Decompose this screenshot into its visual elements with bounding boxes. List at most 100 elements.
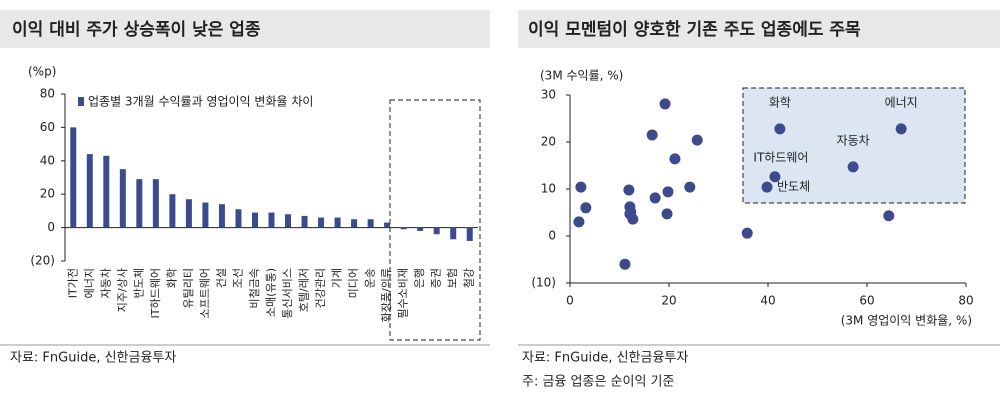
x-tick-label: 화학 <box>165 268 178 288</box>
bar <box>70 127 77 228</box>
point <box>649 192 661 204</box>
bar <box>334 217 341 228</box>
x-tick-label: 유틸리티 <box>182 268 195 308</box>
title-bar <box>518 10 1000 48</box>
point <box>580 202 592 214</box>
bar <box>169 194 176 228</box>
point-label: 자동차 <box>837 133 870 147</box>
x-tick-label: 반도체 <box>132 268 145 298</box>
point <box>761 181 773 193</box>
x-tick-label: 통신서비스 <box>281 268 294 319</box>
bar <box>235 209 242 228</box>
bar <box>152 179 159 228</box>
x-tick-label: 지주/상사 <box>116 268 129 312</box>
y-tick-label: (20) <box>30 254 55 268</box>
bar <box>202 202 209 228</box>
title-bar <box>0 10 490 48</box>
point <box>774 123 786 135</box>
bar <box>251 212 258 228</box>
x-tick-label: 60 <box>859 294 874 308</box>
point-label: 에너지 <box>885 95 918 109</box>
x-tick-label: 80 <box>958 294 973 308</box>
x-tick-label: IT하드웨어 <box>148 268 162 318</box>
point <box>895 123 907 135</box>
x-axis-label: (3M 영업이익 변화율, %) <box>841 314 972 328</box>
bar <box>268 212 275 228</box>
x-tick-label: 비철금속 <box>248 268 261 308</box>
point <box>619 258 631 270</box>
x-tick-label: 0 <box>566 294 574 308</box>
point <box>661 208 673 220</box>
x-tick-label: 에너지 <box>83 268 96 298</box>
point <box>627 213 639 225</box>
bar <box>318 217 325 228</box>
x-tick-label: 조선 <box>231 268 244 288</box>
bar <box>433 227 440 235</box>
x-tick-label: IT가전 <box>66 268 79 298</box>
x-tick-label: 화장품/의류 <box>380 268 393 322</box>
x-tick-label: 필수소비재 <box>397 268 410 319</box>
point <box>623 184 635 196</box>
highlight-box <box>742 87 966 204</box>
point <box>646 129 658 141</box>
y-tick-label: 10 <box>541 182 556 196</box>
x-tick-label: 건설 <box>215 268 228 288</box>
x-tick-label: 건강관리 <box>314 268 327 308</box>
y-axis-label: (3M 수익률, %) <box>540 69 623 83</box>
y-axis-label: (%p) <box>28 65 56 79</box>
x-tick-label: 소매(유통) <box>265 268 278 317</box>
legend-swatch <box>78 97 84 106</box>
source: 자료: FnGuide, 신한금융투자 <box>10 351 176 366</box>
point-label: IT하드웨어 <box>753 150 808 164</box>
note: 주: 금융 업종은 순이익 기준 <box>522 375 675 390</box>
bar <box>384 222 391 228</box>
x-tick-label: 은행 <box>413 268 426 288</box>
x-tick-label: 보험 <box>446 268 459 288</box>
x-tick-label: 호텔/레저 <box>298 268 311 312</box>
point <box>659 98 671 110</box>
point <box>575 181 587 193</box>
y-tick-label: 30 <box>541 88 556 102</box>
y-tick-label: 80 <box>40 87 55 101</box>
bar <box>185 199 192 228</box>
bar <box>400 227 407 230</box>
y-tick-label: 0 <box>548 229 556 243</box>
chart-title: 이익 모멘텀이 양호한 기존 주도 업종에도 주목 <box>528 20 861 40</box>
bar <box>218 204 225 228</box>
y-tick-label: 20 <box>541 135 556 149</box>
point <box>847 161 859 173</box>
point <box>883 210 895 222</box>
bar <box>301 215 308 228</box>
point-label: 화학 <box>769 95 791 109</box>
bar <box>103 155 110 228</box>
bar <box>285 214 292 228</box>
point <box>669 153 681 165</box>
bar <box>86 154 93 228</box>
point <box>662 186 674 198</box>
y-tick-label: (10) <box>531 276 556 290</box>
y-tick-label: 0 <box>47 220 55 234</box>
x-tick-label: 기계 <box>331 268 344 288</box>
legend-label: 업종별 3개월 수익률과 영업이익 변화율 차이 <box>88 95 313 109</box>
point <box>573 216 585 228</box>
highlight-box <box>389 99 481 341</box>
y-tick-label: 60 <box>40 120 55 134</box>
y-tick-label: 40 <box>40 153 55 167</box>
bar <box>351 219 358 228</box>
x-tick-label: 운송 <box>364 268 377 288</box>
bar <box>367 219 374 228</box>
source: 자료: FnGuide, 신한금융투자 <box>522 351 688 366</box>
x-tick-label: 소프트웨어 <box>198 268 211 319</box>
bar <box>417 227 424 231</box>
point <box>769 171 781 183</box>
x-tick-label: 미디어 <box>347 268 360 298</box>
bar <box>466 227 473 241</box>
x-tick-label: 자동차 <box>99 268 112 298</box>
point <box>691 134 703 146</box>
x-tick-label: 철강 <box>463 268 476 288</box>
y-tick-label: 20 <box>40 187 55 201</box>
point <box>741 227 753 239</box>
x-tick-label: 20 <box>661 294 676 308</box>
point-label: 반도체 <box>777 180 810 194</box>
